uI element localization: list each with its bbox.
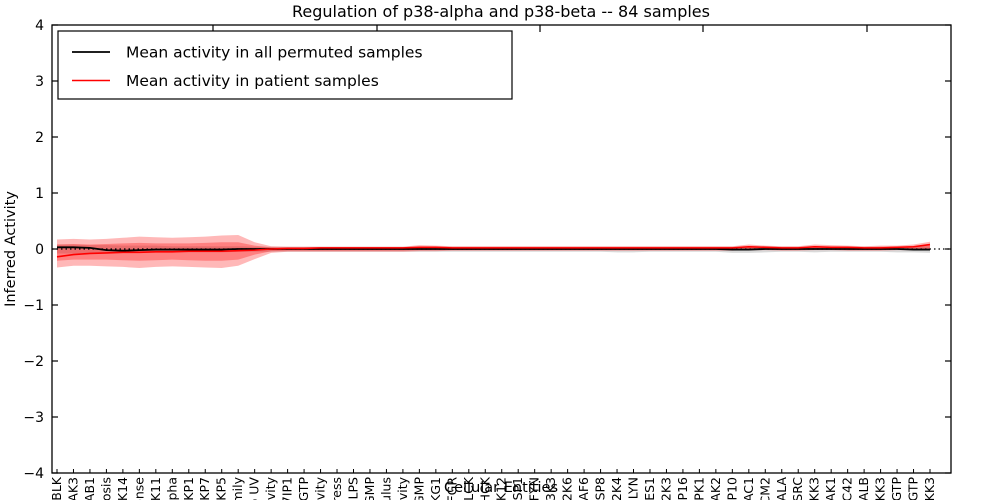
- x-tick-label: SRC: [790, 477, 805, 500]
- x-tick-label: p38alpha-beta/MKP1: [181, 477, 196, 500]
- x-tick-label: PAK2: [708, 477, 723, 500]
- series-lines: [56, 243, 931, 258]
- x-tick-label: response to UV: [247, 477, 262, 500]
- x-tick-label: PAK3: [65, 477, 80, 500]
- x-tick-label: p38alpha-beta/MKP7: [197, 477, 212, 500]
- x-tick-label: CDC42: [840, 477, 855, 500]
- x-tick-label: FGR: [444, 477, 459, 500]
- y-axis-label: Inferred Activity: [3, 191, 19, 307]
- x-tick-label: PAK1: [823, 477, 838, 500]
- x-tick-label: p38 alpha/TAB1: [82, 477, 97, 500]
- y-tick-label: −3: [23, 410, 44, 426]
- x-tick-label: YES1: [642, 477, 657, 500]
- x-tick-label: mol:LPS: [345, 477, 360, 500]
- x-tick-label: RAC1-CDC42/GTP: [889, 477, 904, 500]
- x-tick-label: response to stress: [329, 477, 344, 500]
- x-tick-label: MAP2K4: [609, 477, 624, 500]
- x-tick-label: LYN: [626, 477, 641, 499]
- axis-ticks: [52, 24, 951, 474]
- axis-tick-labels: −4 −3 −2 −1 0 1 2 3 4 BLKPAK3p38 alpha/TAB1apopto…: [23, 18, 937, 500]
- x-tick-label: LCK: [461, 476, 476, 500]
- y-tick-label: −2: [23, 354, 44, 370]
- x-tick-label: MAP3K12: [494, 477, 509, 500]
- y-tick-label: −4: [23, 466, 44, 482]
- x-tick-label: DUSP16: [675, 477, 690, 500]
- x-tick-label: mol:GTP: [296, 477, 311, 500]
- x-tick-label: tumor necrosis factor receptor activity: [263, 476, 278, 500]
- x-tick-label: p38alpha-beta/MKP5: [214, 477, 229, 500]
- x-tick-label: positive regulation of innate immune res…: [131, 477, 146, 500]
- y-tick-label: 3: [35, 74, 44, 90]
- y-tick-label: −1: [23, 298, 44, 314]
- x-tick-label: PRKG1: [428, 477, 443, 500]
- x-tick-label: HCK: [477, 476, 492, 500]
- x-tick-label: RAC1/OSM/MEKK3/MKK3: [922, 477, 937, 500]
- x-tick-label: PGK/cGMP/p38 alpha: [164, 477, 179, 500]
- x-tick-label: mol:cGMP: [362, 477, 377, 500]
- y-tick-label: 2: [35, 130, 44, 146]
- x-tick-label: FYN: [527, 477, 542, 500]
- x-tick-label: RIPK1: [691, 477, 706, 500]
- legend: Mean activity in all permuted samples Me…: [57, 30, 513, 100]
- x-tick-label: RALB: [856, 477, 871, 500]
- x-tick-label: epidermal growth factor receptor activit…: [395, 476, 410, 500]
- x-tick-label: interleukin-1 receptor activity: [313, 476, 328, 500]
- x-tick-label: RALA: [774, 477, 789, 500]
- x-tick-label: MAP2K6: [560, 477, 575, 500]
- x-tick-label: MAP3K7IP1: [280, 477, 295, 500]
- x-tick-label: TRAF6/MEKK3: [807, 477, 822, 500]
- x-axis-label: Cellular Entities: [444, 480, 558, 496]
- x-tick-label: TRAF6: [576, 477, 591, 500]
- x-tick-label: apoptosis: [98, 477, 113, 500]
- permuted-mean-line: [57, 246, 930, 252]
- patient-mean-line: [56, 243, 931, 258]
- x-tick-label: DUSP8: [593, 477, 608, 500]
- x-tick-label: PGK/cGMP: [411, 477, 426, 500]
- x-tick-label: response to insulin stimulus: [378, 477, 393, 500]
- x-tick-label: MAP3K3: [543, 477, 558, 500]
- x-tick-label: RAL/GTP: [906, 477, 921, 500]
- x-tick-label: RIP1/MEKK3: [873, 477, 888, 500]
- y-tick-label: 4: [35, 18, 44, 34]
- y-tick-label: 1: [35, 186, 44, 202]
- legend-box: [57, 30, 513, 100]
- x-tick-label: RAC1-CDC42/GTP/PAK family: [230, 476, 245, 500]
- y-tick-label: 0: [35, 242, 44, 258]
- x-tick-label: DUSP1: [510, 477, 525, 500]
- legend-label-patient: Mean activity in patient samples: [126, 72, 379, 90]
- x-tick-label: DUSP10: [724, 477, 739, 500]
- legend-label-permuted: Mean activity in all permuted samples: [126, 44, 423, 62]
- x-tick-label: MAPK14: [115, 477, 130, 500]
- x-tick-label: MAPK11: [148, 477, 163, 500]
- x-tick-label: BLK: [49, 476, 64, 500]
- chart-title: Regulation of p38-alpha and p38-beta -- …: [292, 2, 710, 21]
- x-tick-label: MAP2K3: [658, 477, 673, 500]
- x-tick-label: CCM2: [757, 477, 772, 500]
- x-tick-label: RAC1: [741, 477, 756, 500]
